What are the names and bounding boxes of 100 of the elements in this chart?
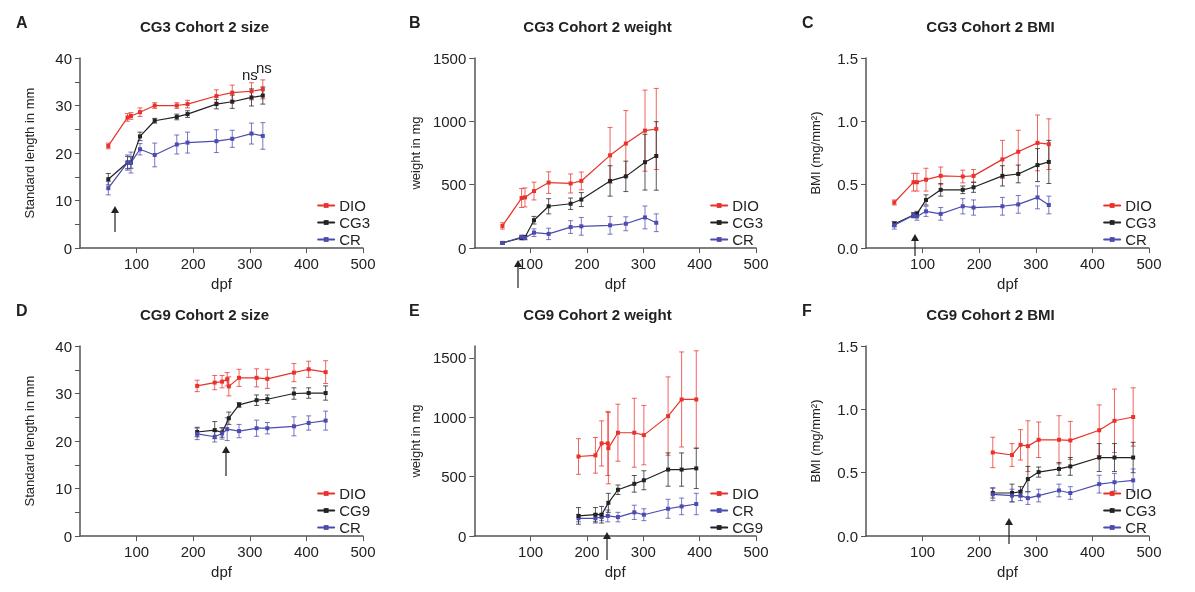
- y-tick-label: 1000: [432, 112, 467, 130]
- x-tick-label: 300: [237, 255, 263, 273]
- x-tick-label: 400: [1079, 543, 1105, 561]
- y-tick-label: 0: [63, 527, 72, 545]
- x-tick-label: 500: [350, 543, 376, 561]
- text: E: [409, 301, 420, 319]
- x-tick-label: 200: [966, 543, 992, 561]
- chart-title: CG3 Cohort 2 BMI: [926, 18, 1055, 35]
- x-axis-title: dpf: [604, 563, 627, 580]
- x-tick-label: 400: [1079, 255, 1105, 273]
- y-tick-label: 0: [457, 239, 467, 257]
- legend-label: CG9: [339, 502, 370, 519]
- y-tick-label: 10: [55, 192, 72, 210]
- y-tick-label: 20: [55, 432, 72, 450]
- x-tick-label: 500: [350, 255, 376, 273]
- y-tick-label: 1.5: [837, 49, 858, 67]
- x-tick-label: 500: [1136, 255, 1162, 273]
- y-axis-title: Standard length in mm: [22, 375, 37, 507]
- x-tick-label: 400: [687, 543, 713, 561]
- x-tick-label: 100: [910, 543, 936, 561]
- x-axis-title: dpf: [604, 275, 627, 292]
- legend-label: CG3: [732, 214, 763, 231]
- x-tick-label: 400: [293, 255, 319, 273]
- y-tick-label: 500: [441, 468, 467, 486]
- x-tick-label: 300: [1023, 255, 1049, 273]
- chart-title: CG3 Cohort 2 size: [139, 18, 270, 35]
- legend-label: CG3: [1125, 214, 1156, 231]
- text: D: [16, 301, 28, 319]
- y-tick-label: 40: [55, 49, 72, 67]
- x-axis-title: dpf: [211, 563, 233, 580]
- text: B: [409, 13, 421, 31]
- y-tick-label: 0.5: [837, 464, 858, 482]
- y-axis-title: Standard length in mm: [22, 87, 37, 219]
- legend-label: CR: [339, 519, 361, 536]
- y-tick-label: 0: [457, 527, 467, 545]
- x-tick-label: 200: [966, 255, 992, 273]
- legend-label: DIO: [1125, 197, 1152, 214]
- y-tick-label: 0: [63, 239, 72, 257]
- x-tick-label: 100: [518, 255, 544, 273]
- x-tick-label: 500: [743, 255, 769, 273]
- chart-title: CG9 Cohort 2 size: [139, 306, 270, 323]
- y-tick-label: 1.5: [837, 337, 858, 355]
- y-tick-label: 1500: [432, 49, 467, 67]
- x-tick-label: 300: [630, 543, 656, 561]
- x-tick-label: 300: [237, 543, 263, 561]
- x-tick-label: 500: [743, 543, 769, 561]
- y-tick-label: 1.0: [837, 112, 858, 130]
- text: C: [802, 13, 814, 31]
- x-tick-label: 200: [574, 543, 600, 561]
- x-tick-label: 100: [910, 255, 936, 273]
- chart-title: CG9 Cohort 2 weight: [523, 306, 672, 323]
- annotation: ns: [256, 58, 272, 76]
- y-tick-label: 0.5: [837, 176, 858, 194]
- legend-label: CR: [1125, 519, 1147, 536]
- x-axis-title: dpf: [997, 563, 1019, 580]
- x-tick-label: 200: [574, 255, 600, 273]
- y-axis-title: BMI (mg/mm²): [808, 111, 823, 195]
- x-tick-label: 200: [180, 255, 206, 273]
- x-tick-label: 100: [124, 255, 150, 273]
- y-tick-label: 0.0: [837, 239, 858, 257]
- legend-label: DIO: [732, 485, 759, 502]
- y-tick-label: 500: [441, 176, 467, 194]
- x-tick-label: 300: [630, 255, 656, 273]
- y-tick-label: 30: [55, 97, 72, 115]
- legend-label: CG9: [732, 519, 763, 536]
- legend-label: CR: [732, 231, 754, 248]
- x-tick-label: 100: [518, 543, 544, 561]
- x-tick-label: 400: [293, 543, 319, 561]
- legend-label: CR: [339, 231, 361, 248]
- y-axis-title: weight in mg: [408, 404, 423, 479]
- legend-label: CR: [1125, 231, 1147, 248]
- x-tick-label: 300: [1023, 543, 1049, 561]
- chart-title: CG9 Cohort 2 BMI: [926, 306, 1055, 323]
- y-tick-label: 1000: [432, 408, 467, 426]
- text: A: [16, 13, 28, 31]
- x-tick-label: 400: [687, 255, 713, 273]
- y-axis-title: BMI (mg/mm²): [808, 399, 823, 483]
- legend-label: DIO: [732, 197, 759, 214]
- y-tick-label: 1500: [432, 349, 467, 367]
- legend-label: DIO: [339, 197, 366, 214]
- y-tick-label: 40: [55, 337, 72, 355]
- chart-title: CG3 Cohort 2 weight: [523, 18, 672, 35]
- legend-label: CG3: [1125, 502, 1156, 519]
- x-axis-title: dpf: [997, 275, 1019, 292]
- y-tick-label: 1.0: [837, 400, 858, 418]
- legend-label: DIO: [339, 485, 366, 502]
- y-tick-label: 10: [55, 480, 72, 498]
- x-tick-label: 100: [124, 543, 150, 561]
- x-tick-label: 500: [1136, 543, 1162, 561]
- y-axis-title: weight in mg: [408, 116, 423, 191]
- x-tick-label: 200: [180, 543, 206, 561]
- y-tick-label: 30: [55, 385, 72, 403]
- x-axis-title: dpf: [211, 275, 233, 292]
- text: F: [802, 301, 812, 319]
- legend-label: CR: [732, 502, 754, 519]
- y-tick-label: 0.0: [837, 527, 858, 545]
- legend-label: DIO: [1125, 485, 1152, 502]
- legend-label: CG3: [339, 214, 370, 231]
- y-tick-label: 20: [55, 144, 72, 162]
- annotation: ns: [241, 65, 258, 83]
